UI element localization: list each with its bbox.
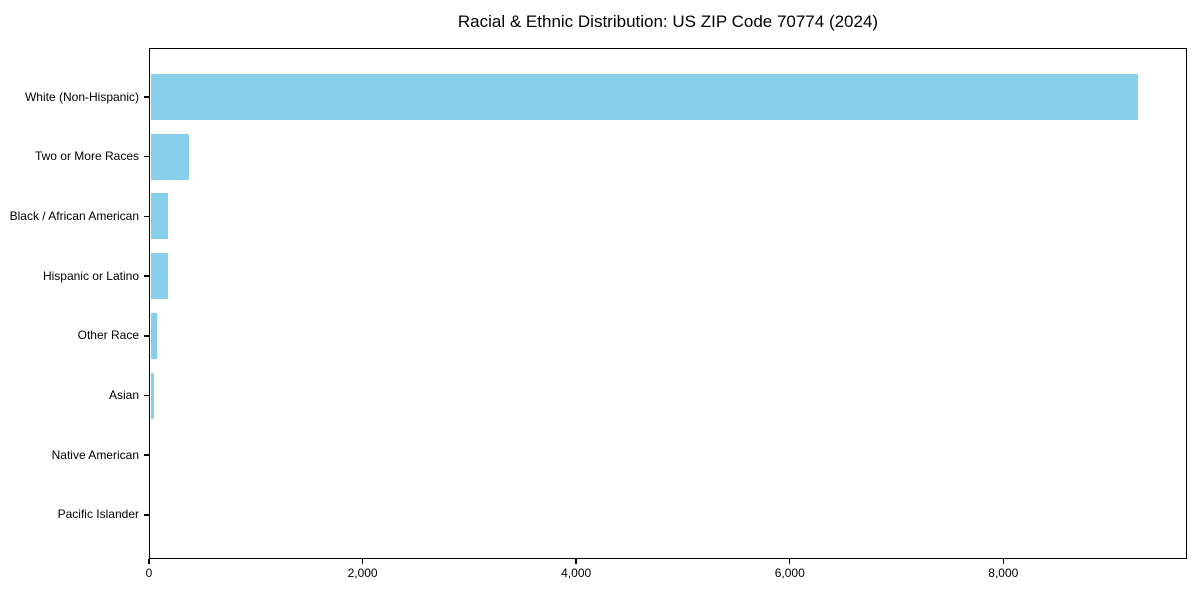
x-tick-mark xyxy=(148,559,150,564)
y-axis-label: Two or More Races xyxy=(34,149,139,164)
y-tick-mark xyxy=(144,155,149,158)
x-tick-mark xyxy=(361,559,364,564)
y-tick-mark xyxy=(144,394,149,397)
x-tick-mark xyxy=(575,559,577,564)
y-axis-label: Black / African American xyxy=(9,208,139,223)
y-tick-mark xyxy=(144,514,149,516)
y-axis-label: Asian xyxy=(108,388,139,402)
x-tick-mark xyxy=(788,559,791,564)
y-tick-mark xyxy=(144,275,149,277)
bar-hispanic-or-latino xyxy=(150,253,168,300)
bar-two-or-more-races xyxy=(150,133,189,180)
chart-title: Racial & Ethnic Distribution: US ZIP Cod… xyxy=(457,12,879,31)
y-tick-mark xyxy=(144,215,149,218)
bar-white-non-hispanic xyxy=(150,74,1139,120)
x-tick-label: 6,000 xyxy=(774,566,805,580)
y-tick-mark xyxy=(144,96,149,98)
x-tick-mark xyxy=(1002,559,1005,564)
y-tick-mark xyxy=(144,335,149,337)
y-axis-label: Hispanic or Latino xyxy=(42,268,139,283)
plot-area xyxy=(149,48,1187,559)
bar-asian xyxy=(150,372,155,419)
bar-other-race xyxy=(150,312,158,359)
y-axis-label: Native American xyxy=(51,447,139,462)
y-axis-label: White (Non-Hispanic) xyxy=(24,89,139,104)
y-axis-label: Other Race xyxy=(77,328,139,343)
bar-black-african-american xyxy=(150,193,169,240)
x-tick-label: 4,000 xyxy=(561,566,592,580)
y-axis-label: Pacific Islander xyxy=(57,507,139,522)
x-tick-label: 0 xyxy=(145,566,153,580)
y-tick-mark xyxy=(144,454,149,456)
x-tick-label: 8,000 xyxy=(988,566,1019,580)
x-tick-label: 2,000 xyxy=(347,566,378,580)
